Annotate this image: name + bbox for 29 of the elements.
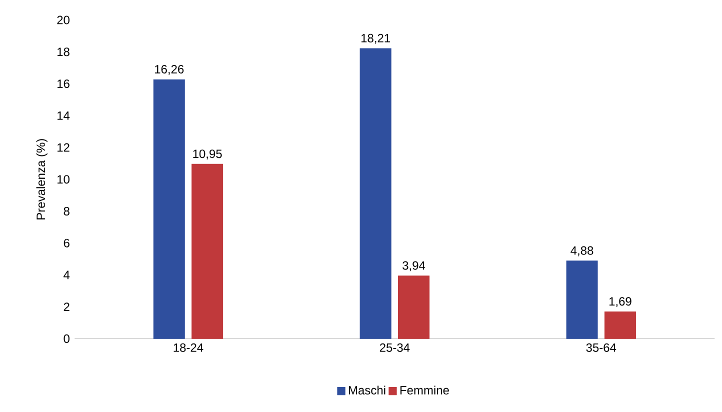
y-tick-label: 16 [58,79,70,88]
y-tick-label: 10 [58,175,70,184]
y-tick-label: 18 [58,48,70,56]
y-tick-label: 14 [58,111,70,120]
legend-label: Maschi [348,386,386,395]
x-tick-label: 25-34 [380,343,410,352]
x-tick-label: 35-64 [586,343,616,352]
bar [153,79,185,339]
data-label: 4,88 [570,246,594,256]
y-tick-label: 2 [64,302,70,311]
data-label: 18,21 [361,34,390,44]
bar [398,276,430,339]
bar [192,164,224,339]
data-label: 3,94 [402,261,426,272]
data-label: 1,69 [609,297,632,308]
bar [566,260,598,339]
data-label: 16,26 [155,64,184,75]
y-tick-label: 20 [57,16,70,24]
bar [360,48,392,339]
bar [604,311,636,339]
y-tick-label: 8 [64,206,70,216]
legend-label: Femmine [400,386,449,395]
x-tick-label: 18-24 [174,343,204,352]
y-tick-label: 6 [64,238,70,248]
y-tick-label: 0 [64,334,70,343]
y-axis-title: Prevalenza (%) [36,139,48,220]
data-label: 10,95 [193,150,222,160]
y-tick-label: 4 [64,270,70,280]
y-tick-label: 12 [58,143,70,152]
